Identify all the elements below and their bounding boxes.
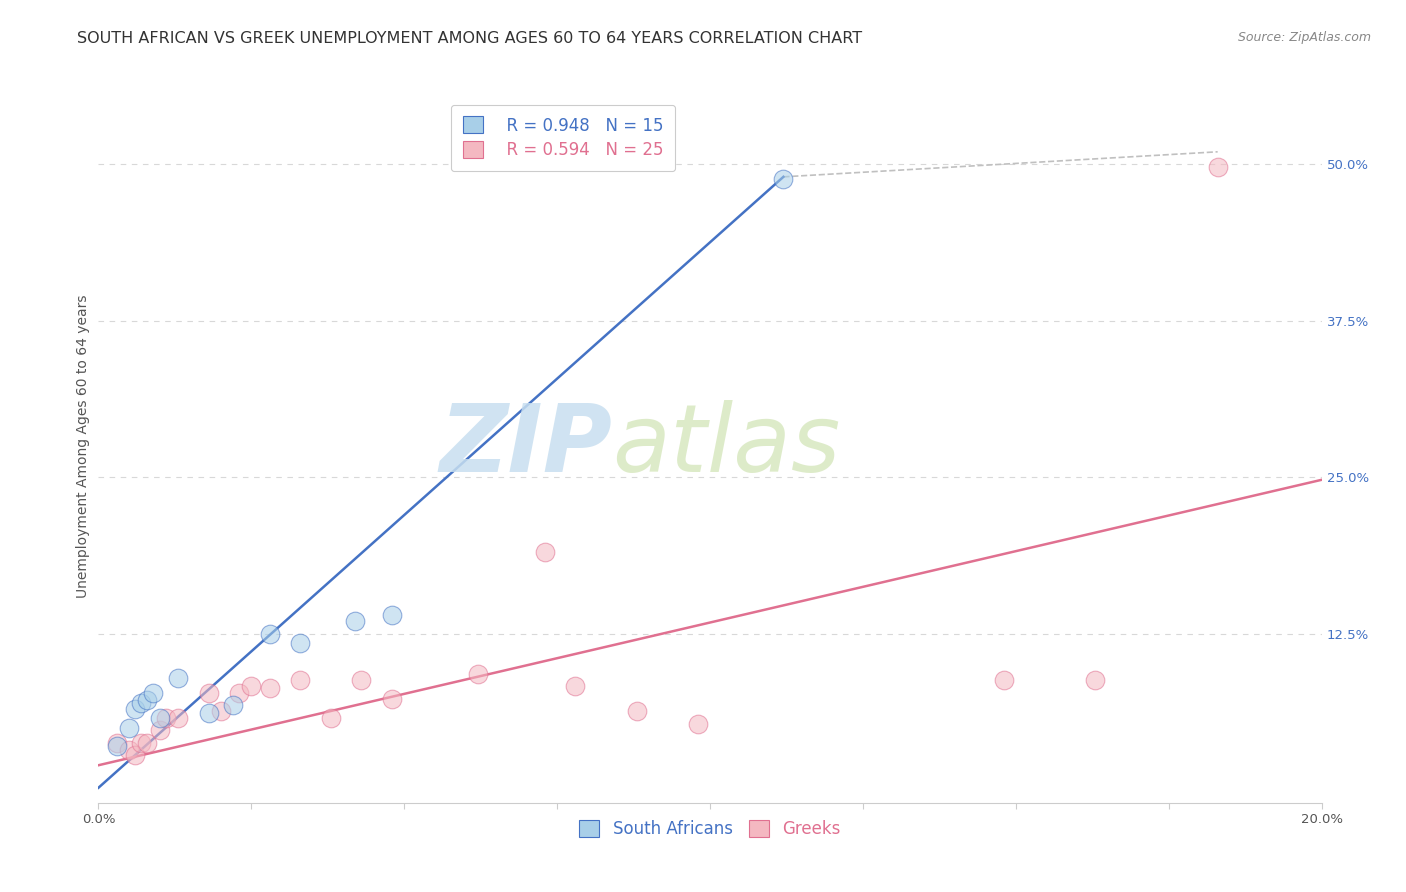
Point bbox=[381, 607, 404, 622]
Point bbox=[136, 736, 159, 750]
Point bbox=[772, 172, 794, 186]
Point bbox=[209, 705, 232, 719]
Point bbox=[124, 748, 146, 763]
Point bbox=[136, 693, 159, 707]
Point bbox=[240, 679, 263, 693]
Point bbox=[197, 685, 219, 699]
Point bbox=[129, 736, 152, 750]
Point bbox=[167, 711, 190, 725]
Text: SOUTH AFRICAN VS GREEK UNEMPLOYMENT AMONG AGES 60 TO 64 YEARS CORRELATION CHART: SOUTH AFRICAN VS GREEK UNEMPLOYMENT AMON… bbox=[77, 31, 862, 46]
Point bbox=[290, 635, 312, 649]
Point bbox=[155, 711, 177, 725]
Legend: South Africans, Greeks: South Africans, Greeks bbox=[572, 813, 848, 845]
Text: Source: ZipAtlas.com: Source: ZipAtlas.com bbox=[1237, 31, 1371, 45]
Point bbox=[534, 545, 557, 559]
Point bbox=[1084, 673, 1107, 687]
Point bbox=[142, 685, 165, 699]
Point bbox=[167, 671, 190, 685]
Point bbox=[686, 717, 709, 731]
Point bbox=[626, 705, 648, 719]
Point bbox=[197, 706, 219, 720]
Point bbox=[149, 723, 172, 738]
Y-axis label: Unemployment Among Ages 60 to 64 years: Unemployment Among Ages 60 to 64 years bbox=[76, 294, 90, 598]
Point bbox=[259, 627, 281, 641]
Point bbox=[381, 692, 404, 706]
Point bbox=[105, 739, 128, 754]
Point bbox=[228, 685, 250, 699]
Point bbox=[129, 696, 152, 710]
Point bbox=[319, 711, 342, 725]
Point bbox=[105, 736, 128, 750]
Point bbox=[259, 681, 281, 695]
Point bbox=[149, 711, 172, 725]
Point bbox=[290, 673, 312, 687]
Point bbox=[467, 666, 489, 681]
Point bbox=[222, 698, 245, 713]
Point bbox=[564, 679, 586, 693]
Point bbox=[118, 721, 141, 735]
Point bbox=[118, 743, 141, 757]
Point bbox=[124, 702, 146, 716]
Point bbox=[344, 614, 367, 628]
Point bbox=[993, 673, 1015, 687]
Text: atlas: atlas bbox=[612, 401, 841, 491]
Point bbox=[1206, 160, 1229, 174]
Point bbox=[350, 673, 373, 687]
Text: ZIP: ZIP bbox=[439, 400, 612, 492]
